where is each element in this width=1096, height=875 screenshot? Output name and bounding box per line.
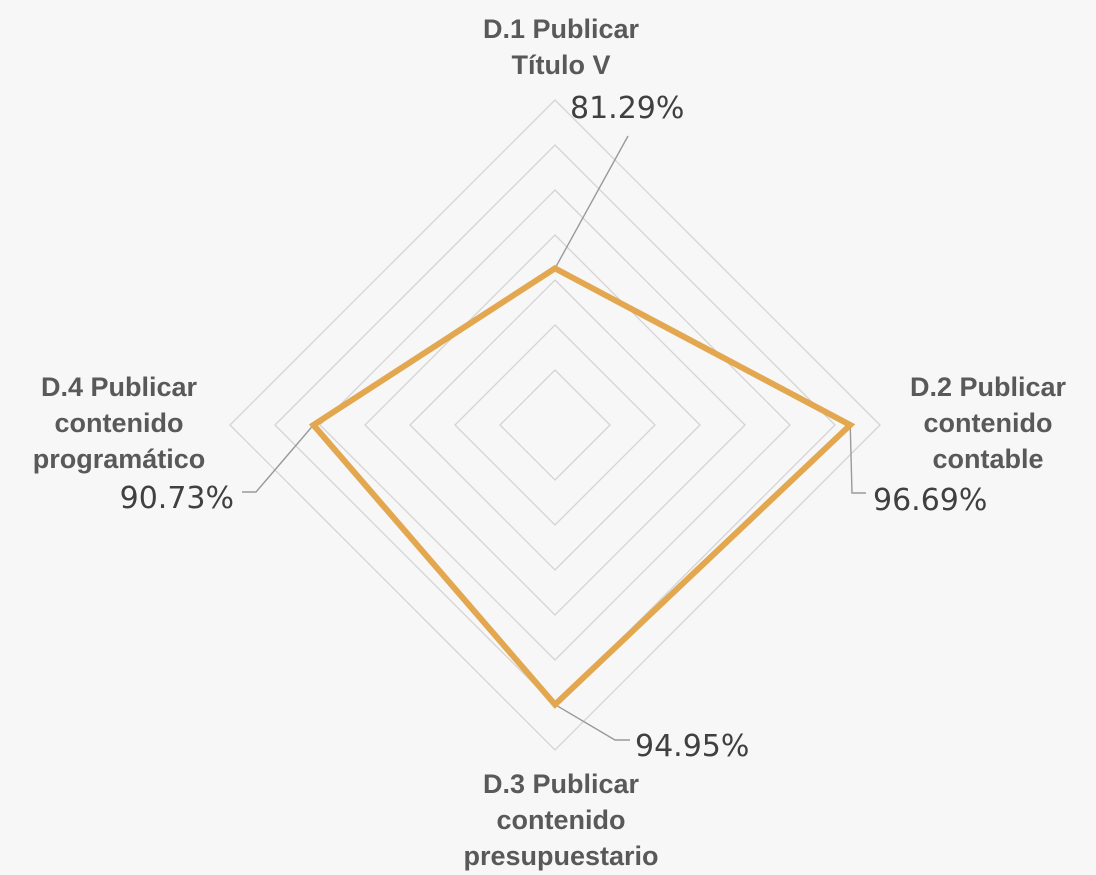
axis-label-2: D.2 Publicar contenido contable [910,372,1067,474]
axis-label-1-line-1: D.1 Publicar [483,14,640,44]
axis-label-4-line-1: D.4 Publicar [41,372,198,402]
label-layer: 81.29% 96.69% 94.95% 90.73% D.1 Publicar Títu… [33,14,1067,871]
grid-ring-80 [409,279,701,571]
grid-layer [229,99,881,751]
axis-label-2-line-1: D.2 Publicar [910,372,1067,402]
series-line-0 [308,264,856,709]
axis-label-3: D.3 Publicar contenido presupuestario [463,769,658,871]
leader-line-2 [849,424,866,494]
leader-layer [242,135,866,741]
axis-label-2-line-2: contenido [924,408,1053,438]
grid-ring-100 [229,99,881,751]
axis-label-3-line-3: presupuestario [463,841,658,871]
grid-ring-85 [364,234,746,616]
axis-label-3-line-1: D.3 Publicar [483,769,640,799]
axis-label-1-line-2: Título V [512,50,611,80]
leader-line-3 [554,703,630,741]
series-layer [308,264,856,709]
data-label-3: 94.95% [635,729,749,764]
leader-line-4 [242,424,314,493]
data-label-2: 96.69% [873,483,987,518]
data-label-4: 90.73% [120,481,234,516]
axis-label-2-line-3: contable [932,444,1043,474]
grid-ring-90 [319,189,791,661]
grid-ring-70 [499,369,611,481]
axis-label-4-line-2: contenido [55,408,184,438]
axis-label-4: D.4 Publicar contenido programático [33,372,206,474]
leader-line-1 [554,135,629,269]
grid-ring-75 [454,324,656,526]
grid-ring-95 [274,144,836,706]
data-label-1: 81.29% [570,91,684,126]
axis-label-3-line-2: contenido [497,805,626,835]
axis-label-1: D.1 Publicar Título V [483,14,640,80]
axis-label-4-line-3: programático [33,444,206,474]
